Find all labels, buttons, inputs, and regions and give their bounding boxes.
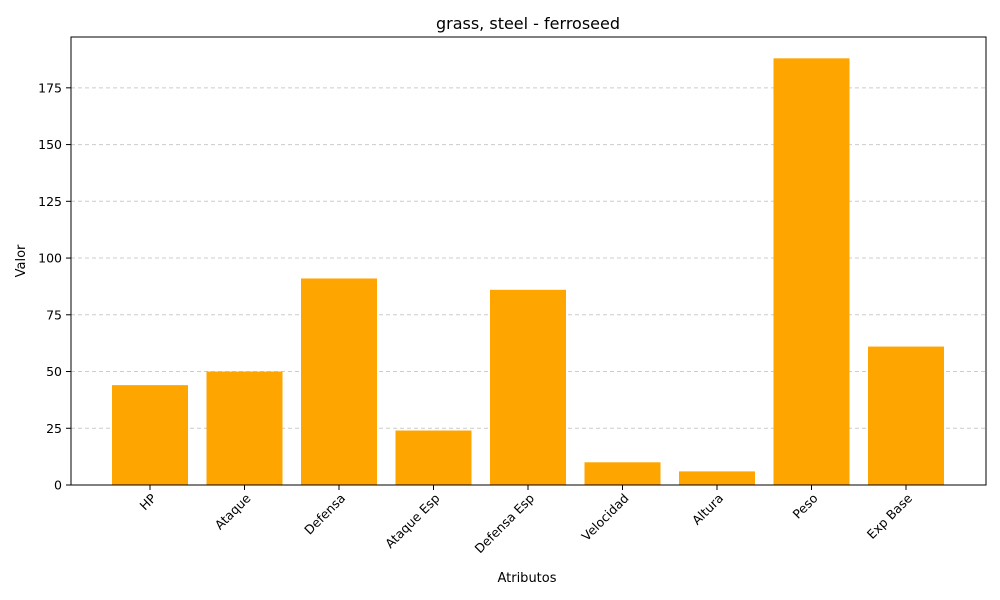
x-tick-label: Ataque Esp (382, 490, 443, 551)
y-tick-label: 50 (46, 364, 62, 379)
y-tick-label: 125 (38, 194, 62, 209)
x-tick-label: Velocidad (578, 491, 631, 544)
y-tick-label: 150 (38, 137, 62, 152)
y-tick-label: 175 (38, 80, 62, 95)
bar-velocidad (584, 462, 661, 485)
x-axis-ticks: HP Ataque Defensa Ataque Esp Defensa Esp Velo… (137, 485, 916, 556)
x-tick-label: Ataque (212, 490, 254, 532)
y-axis-label: Valor (14, 244, 29, 277)
bar-peso (773, 58, 850, 485)
bar-hp (112, 385, 188, 485)
bar-exp-base (868, 346, 944, 485)
bar-altura (679, 471, 755, 485)
y-tick-label: 0 (54, 478, 62, 493)
x-tick-label: Defensa (301, 491, 348, 538)
x-tick-label: Altura (689, 491, 726, 528)
x-tick-label: Defensa Esp (471, 490, 537, 556)
x-tick-label: Exp Base (864, 490, 916, 542)
x-tick-label: Peso (790, 491, 821, 522)
y-axis-ticks: 0 25 50 75 100 125 150 175 (38, 80, 71, 493)
bar-ataque (206, 371, 283, 485)
x-axis-label: Atributos (497, 571, 556, 586)
chart-title: grass, steel - ferroseed (436, 14, 620, 33)
bar-defensa (301, 278, 377, 485)
bar-defensa-esp (490, 289, 566, 485)
y-tick-label: 100 (38, 251, 62, 266)
y-tick-label: 25 (46, 421, 62, 436)
bars (112, 58, 944, 485)
x-tick-label: HP (137, 490, 160, 513)
y-tick-label: 75 (46, 307, 62, 322)
bar-ataque-esp (395, 430, 472, 485)
